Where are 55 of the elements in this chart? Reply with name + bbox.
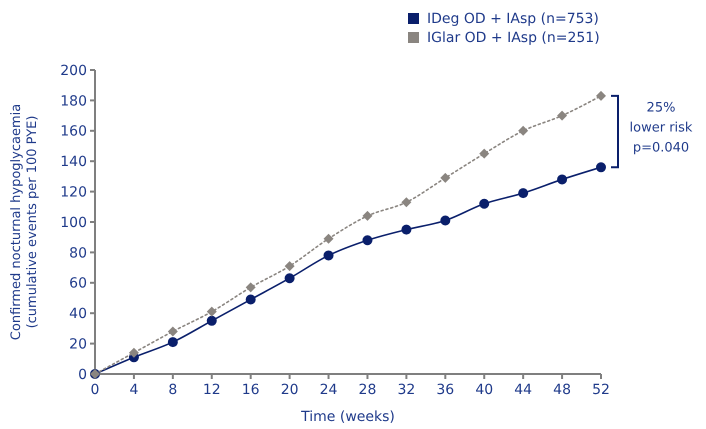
point	[324, 250, 334, 260]
x-axis-title: Time (weeks)	[300, 409, 395, 425]
x-tick-label: 32	[397, 382, 416, 398]
y-tick-label: 100	[60, 214, 87, 231]
point	[557, 174, 568, 184]
point	[246, 282, 256, 292]
point	[206, 316, 217, 326]
x-tick-label: 24	[320, 382, 338, 398]
x-tick-label: 16	[242, 382, 260, 398]
y-tick-label: 120	[60, 184, 87, 200]
x-tick-label: 44	[514, 382, 532, 398]
point	[324, 234, 334, 244]
x-tick-label: 40	[475, 382, 494, 398]
y-tick-label: 180	[60, 93, 87, 110]
x-tick-label: 4	[129, 382, 138, 398]
y-tick-label: 140	[60, 154, 87, 170]
point	[557, 110, 568, 121]
point	[440, 215, 450, 226]
point	[168, 326, 178, 336]
y-tick-label: 80	[69, 245, 87, 262]
y-tick-label: 20	[69, 336, 87, 352]
x-tick-label: 36	[436, 382, 454, 398]
x-tick-label: 20	[280, 382, 299, 398]
y-tick-label: 160	[60, 124, 87, 140]
y-tick-label: 200	[60, 62, 87, 79]
point	[596, 162, 606, 172]
point	[401, 224, 412, 235]
point	[362, 235, 372, 246]
point	[206, 306, 217, 317]
point	[479, 148, 490, 159]
point	[168, 337, 178, 348]
point	[518, 188, 528, 198]
y-tick-label: 40	[69, 306, 87, 322]
x-tick-label: 48	[553, 382, 571, 398]
x-tick-label: 12	[202, 382, 221, 398]
x-tick-label: 28	[358, 382, 376, 398]
point	[440, 172, 450, 183]
y-axis-title: Confirmed nocturnal hypoglycaemia (cumulative events per 100 PYE)	[9, 104, 40, 340]
x-tick-label: 0	[90, 382, 100, 398]
legend-label: IDeg OD + IAsp (n=753)	[427, 11, 599, 27]
point	[596, 90, 606, 101]
point	[479, 198, 490, 209]
point	[401, 197, 412, 208]
text: 25% lower risk p=0.040	[630, 100, 693, 156]
point	[518, 126, 528, 136]
point	[284, 261, 295, 272]
point	[128, 348, 139, 358]
x-tick-label: 8	[168, 382, 178, 398]
point	[284, 273, 295, 284]
y-tick-label: 0	[78, 366, 87, 383]
point	[362, 210, 372, 221]
legend-label: IGlar OD + IAsp (n=251)	[427, 30, 600, 46]
x-tick-label: 52	[592, 382, 610, 398]
y-tick-label: 60	[69, 276, 87, 292]
point	[246, 294, 256, 305]
